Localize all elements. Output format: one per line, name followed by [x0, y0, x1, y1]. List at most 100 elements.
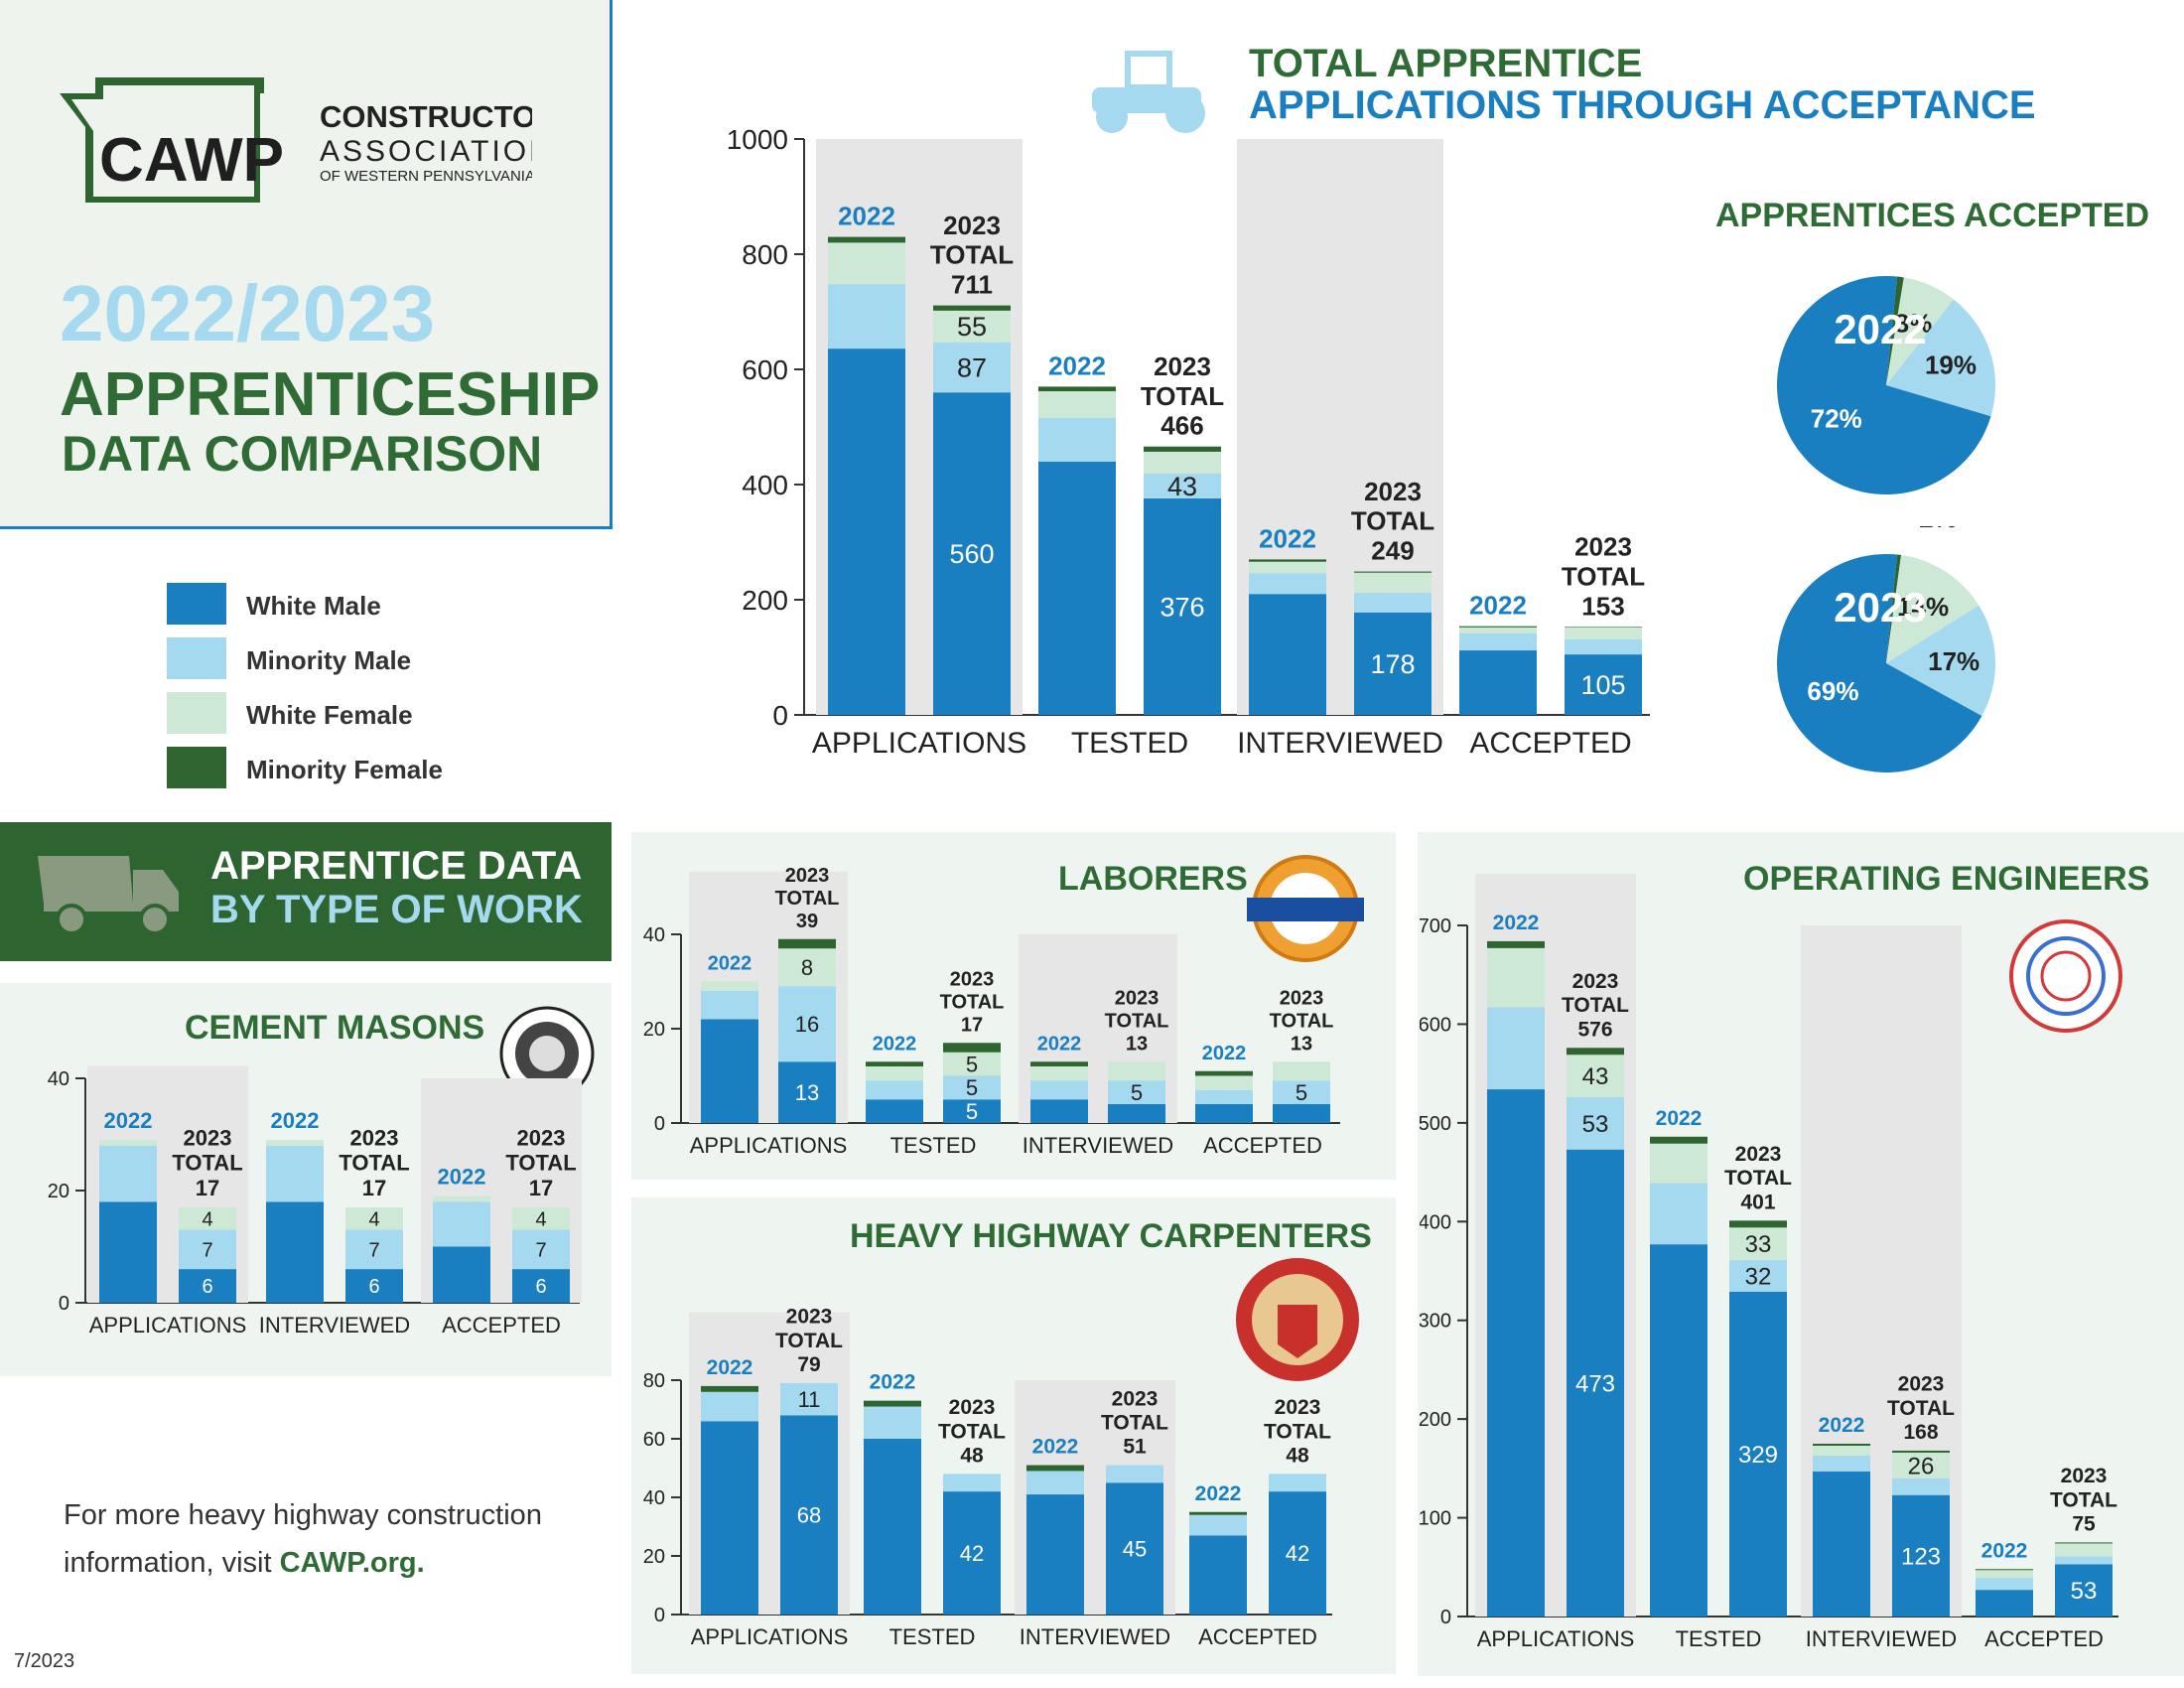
bar-2022-segment	[1813, 1445, 1870, 1456]
bar-2022-segment	[1038, 386, 1116, 392]
label-2023: 2023	[1898, 1373, 1945, 1396]
bar-value-label: 6	[202, 1276, 212, 1298]
bar-2022-segment	[1650, 1244, 1707, 1617]
cawp-logo: CAWP CONSTRUCTORS ASSOCIATION OF WESTERN…	[60, 77, 532, 203]
label-2022: 2022	[707, 1356, 753, 1379]
bar-value-label: 560	[949, 539, 994, 569]
bar-2023-segment	[1354, 612, 1432, 715]
cement-masons-title: CEMENT MASONS	[185, 1009, 485, 1047]
bar-2022-segment	[866, 1099, 923, 1123]
category-label: APPLICATIONS	[690, 1133, 848, 1158]
bar-2023-segment	[1729, 1220, 1787, 1228]
page-title: APPRENTICESHIP	[60, 360, 601, 429]
pie-slice-white-male	[1777, 554, 1982, 773]
bar-2022-segment	[1026, 1465, 1084, 1472]
bar-2022-segment	[828, 349, 905, 715]
category-label: ACCEPTED	[1198, 1624, 1317, 1649]
bar-2022-segment	[828, 242, 905, 285]
label-2022: 2022	[1656, 1107, 1703, 1130]
total-value: 168	[1903, 1421, 1938, 1444]
bar-2022-segment	[266, 1145, 324, 1202]
bar-value-label: 53	[2071, 1578, 2098, 1605]
label-total: TOTAL	[775, 888, 840, 910]
operating-engineers-chart: 0100200300400500600700473534320222023TOT…	[1420, 874, 2118, 1651]
dump-truck-icon	[38, 856, 179, 935]
logo-line1: CONSTRUCTORS	[320, 99, 532, 134]
bar-2023-segment	[778, 938, 836, 949]
bar-2023-segment	[1144, 497, 1221, 715]
label-total: TOTAL	[1562, 561, 1645, 591]
bar-2022-segment	[1026, 1471, 1084, 1495]
bar-2023-segment	[1273, 1061, 1330, 1081]
bar-2022-segment	[828, 236, 905, 243]
bar-2023-segment	[1567, 1055, 1624, 1098]
bar-2023-segment	[2055, 1564, 2113, 1617]
category-label: TESTED	[890, 1133, 977, 1158]
pie-label: 8%	[1895, 309, 1933, 339]
bar-value-label: 473	[1575, 1370, 1615, 1397]
label-total: TOTAL	[172, 1151, 242, 1176]
label-total: TOTAL	[2050, 1488, 2117, 1511]
bar-value-label: 5	[1131, 1080, 1143, 1105]
bar-value-label: 6	[368, 1276, 379, 1298]
total-value: 17	[529, 1176, 553, 1200]
pie-slice-minority-male	[1886, 299, 1995, 417]
total-value: 466	[1160, 411, 1203, 441]
label-2022: 2022	[838, 202, 895, 231]
label-2023: 2023	[517, 1125, 566, 1150]
bar-2023-segment	[1892, 1494, 1950, 1617]
bar-2023-segment	[1565, 639, 1642, 655]
bar-2023-segment	[943, 1043, 1001, 1053]
bar-2022-segment	[1459, 626, 1537, 628]
bar-2022-segment	[1813, 1471, 1870, 1617]
pie-label: 72%	[1811, 404, 1862, 434]
bar-2023-segment	[2055, 1542, 2113, 1544]
label-2022: 2022	[104, 1108, 153, 1133]
type-of-work-line2: BY TYPE OF WORK	[210, 888, 583, 931]
bar-value-label: 4	[535, 1208, 546, 1230]
category-label: TESTED	[889, 1624, 976, 1649]
label-2022: 2022	[873, 1033, 917, 1055]
y-tick-label: 200	[1420, 1409, 1451, 1431]
total-value: 39	[796, 911, 818, 932]
bar-2023-segment	[512, 1229, 570, 1270]
label-total: TOTAL	[1270, 1010, 1334, 1032]
label-2023: 2023	[1154, 352, 1211, 381]
bar-2022-segment	[1249, 573, 1326, 595]
bar-2023-segment	[1144, 446, 1221, 452]
category-label: INTERVIEWED	[1020, 1624, 1170, 1649]
legend-label: White Female	[246, 700, 413, 730]
cawp-link[interactable]: CAWP.org.	[279, 1547, 425, 1579]
roller-icon	[1092, 51, 1205, 133]
bar-2023-segment	[1269, 1474, 1326, 1492]
pie-label: 69%	[1807, 676, 1858, 706]
label-2023: 2023	[350, 1125, 399, 1150]
label-2022: 2022	[438, 1165, 486, 1190]
label-2022: 2022	[1032, 1436, 1079, 1459]
bar-2023-segment	[1892, 1477, 1950, 1495]
bar-2022-segment	[1249, 559, 1326, 562]
label-2022: 2022	[1259, 523, 1316, 553]
bar-2023-segment	[1567, 1149, 1624, 1617]
bar-2023-segment	[933, 305, 1011, 311]
carpenters-title: HEAVY HIGHWAY CARPENTERS	[850, 1217, 1372, 1255]
operating-engineers-title: OPERATING ENGINEERS	[1743, 860, 2150, 898]
bar-2023-segment	[2055, 1543, 2113, 1557]
category-label: APPLICATIONS	[89, 1313, 247, 1337]
pie-label: 1%	[1920, 248, 1959, 249]
bar-2023-segment	[933, 342, 1011, 393]
bar-value-label: 7	[202, 1239, 212, 1261]
bar-2023-segment	[778, 986, 836, 1062]
bar-value-label: 8	[801, 955, 813, 980]
bar-2023-segment	[778, 1061, 836, 1123]
label-2023: 2023	[786, 1306, 833, 1329]
bar-2022-segment	[1976, 1570, 2033, 1579]
bar-2022-segment	[828, 284, 905, 350]
total-value: 711	[951, 270, 993, 300]
bar-2023-segment	[1565, 627, 1642, 628]
bar-2023-segment	[1354, 571, 1432, 573]
label-total: TOTAL	[775, 1330, 843, 1352]
bar-2023-segment	[1108, 1080, 1165, 1104]
bar-value-label: 13	[795, 1080, 819, 1105]
